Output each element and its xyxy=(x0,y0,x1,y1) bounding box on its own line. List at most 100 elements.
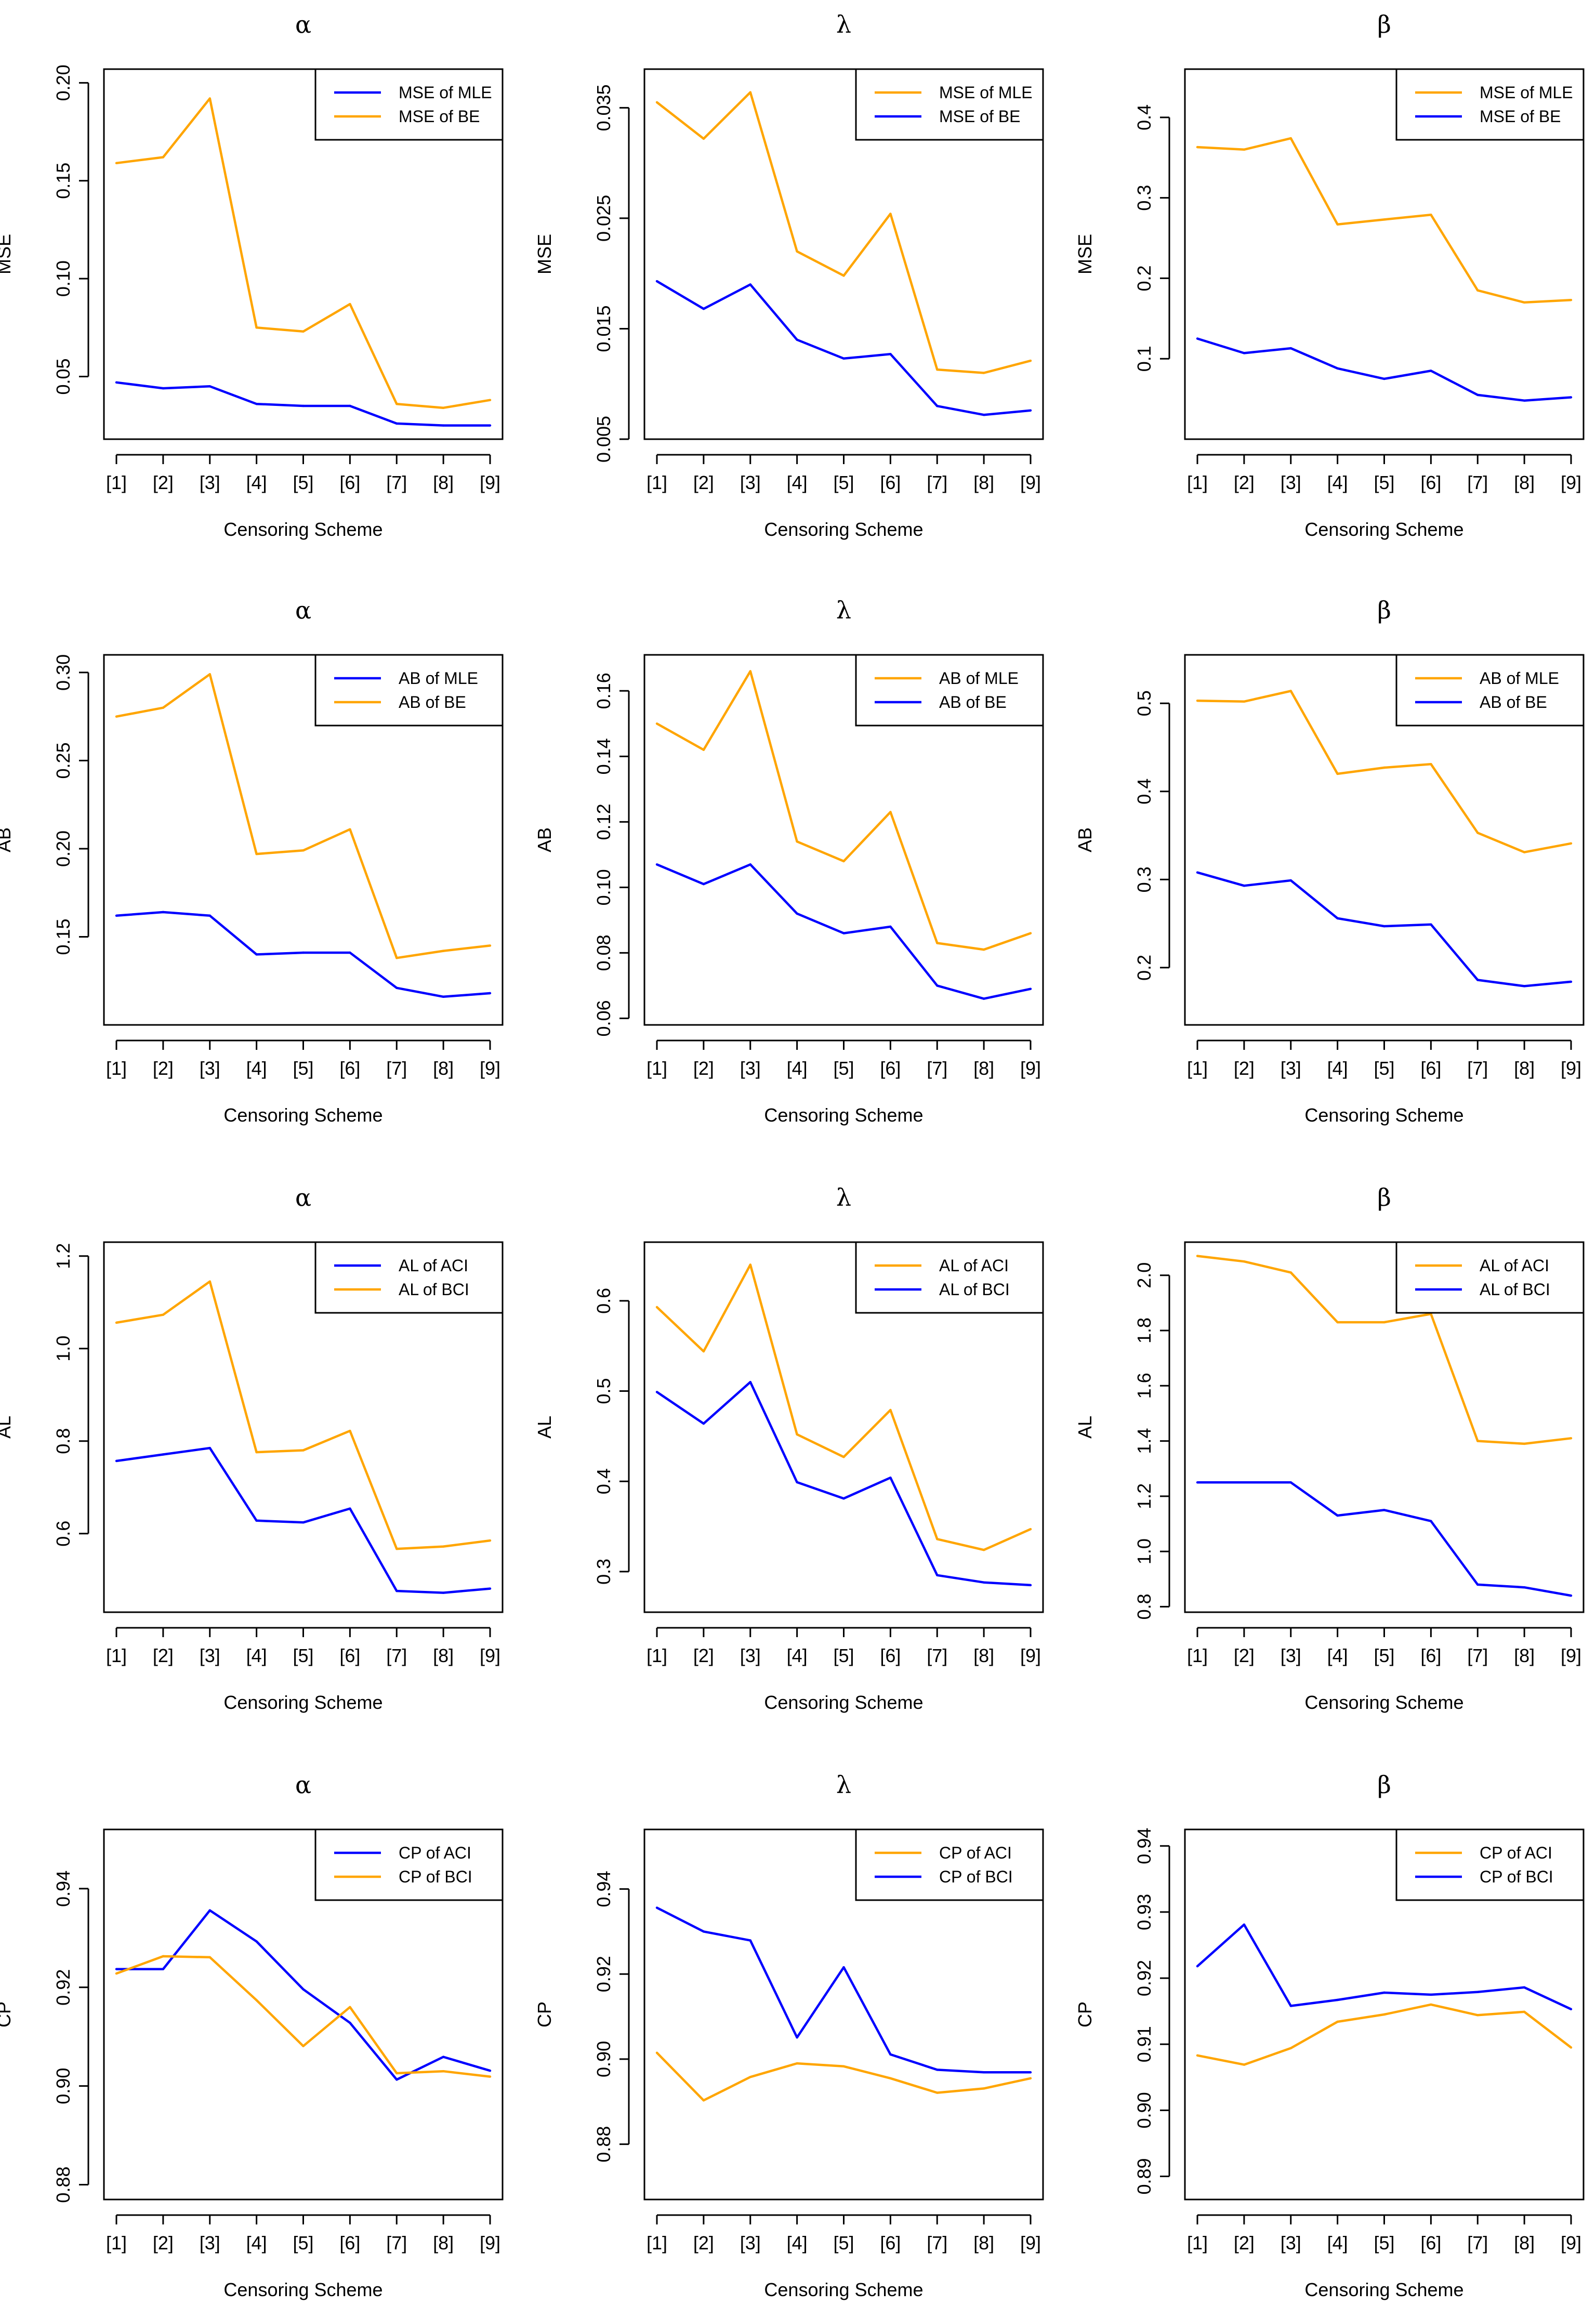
panel-title: β xyxy=(1377,1183,1391,1211)
legend-label: MSE of BE xyxy=(939,107,1021,126)
y-tick-label: 0.10 xyxy=(593,869,614,905)
data-point xyxy=(1523,985,1526,987)
series-line-2 xyxy=(656,280,1031,416)
x-tick-label: [3] xyxy=(200,1645,220,1666)
legend-label: AL of ACI xyxy=(939,1256,1009,1275)
data-point xyxy=(702,1422,705,1425)
chart-panel-1: α [1] [2] [3] [4] [5] [6] [7] [8] [9] Censoring Sc… xyxy=(0,10,504,540)
data-point xyxy=(302,330,305,333)
data-point xyxy=(796,2036,798,2039)
data-point xyxy=(1336,223,1339,226)
x-tick-label: [7] xyxy=(1467,1645,1488,1666)
legend-box xyxy=(314,68,504,141)
y-tick-label: 0.92 xyxy=(52,1969,74,2006)
panel-title: λ xyxy=(836,1771,851,1799)
data-point xyxy=(1476,393,1479,397)
data-point xyxy=(1476,2014,1479,2017)
plot-frame xyxy=(103,1828,504,2201)
series-line-1 xyxy=(656,2052,1031,2102)
x-axis-label: Censoring Scheme xyxy=(223,2279,382,2300)
x-tick-label: [4] xyxy=(787,1645,808,1666)
x-tick-label: [7] xyxy=(927,2232,947,2254)
x-tick-label: [6] xyxy=(880,1645,901,1666)
data-point xyxy=(1336,2020,1339,2023)
y-tick-label: 0.025 xyxy=(593,195,614,242)
legend-label: MSE of MLE xyxy=(939,83,1033,102)
plot-frame xyxy=(643,1241,1044,1613)
legend-box xyxy=(314,1828,504,1901)
data-point xyxy=(115,715,118,718)
data-point xyxy=(115,1459,118,1463)
x-tick-label: [8] xyxy=(973,1058,994,1079)
data-point xyxy=(796,250,798,253)
data-point xyxy=(936,405,939,407)
x-axis-label: Censoring Scheme xyxy=(223,1104,382,1126)
data-point xyxy=(749,2076,752,2078)
data-point xyxy=(749,670,752,673)
x-axis-label: Censoring Scheme xyxy=(223,1692,382,1713)
x-tick-label: [8] xyxy=(1514,472,1535,493)
x-tick-label: [9] xyxy=(480,472,500,493)
data-point xyxy=(442,2070,445,2073)
y-tick-label: 0.92 xyxy=(1133,1960,1155,1996)
y-tick-label: 0.5 xyxy=(593,1378,614,1404)
y-tick-label: 0.10 xyxy=(52,260,74,297)
panel-title: α xyxy=(295,10,311,38)
series-line-2 xyxy=(656,1906,1031,2074)
x-tick-label: [4] xyxy=(787,472,808,493)
data-point xyxy=(655,1306,658,1309)
x-tick-label: [1] xyxy=(647,1058,667,1079)
x-tick-label: [4] xyxy=(246,472,267,493)
data-point xyxy=(442,424,445,427)
data-point xyxy=(162,1968,165,1970)
data-point xyxy=(1029,2071,1032,2074)
x-tick-label: [3] xyxy=(1281,1645,1301,1666)
y-tick-label: 1.0 xyxy=(1133,1538,1155,1564)
data-point xyxy=(749,283,752,286)
legend-label: MSE of MLE xyxy=(1480,83,1573,102)
legend-label: AB of MLE xyxy=(399,669,478,688)
data-point xyxy=(162,1453,165,1456)
legend-label: AB of MLE xyxy=(939,669,1019,688)
data-point xyxy=(1289,1271,1292,1274)
x-tick-label: [7] xyxy=(386,2232,407,2254)
data-point xyxy=(1289,137,1292,140)
data-point xyxy=(1569,396,1573,399)
x-tick-label: [5] xyxy=(293,2232,313,2254)
legend: CP of ACI CP of BCI xyxy=(855,1828,1044,1901)
series-line-2 xyxy=(1196,1923,1572,2010)
series-line-1 xyxy=(116,1909,491,2081)
data-point xyxy=(395,2072,398,2075)
chart-panel-7: α [1] [2] [3] [4] [5] [6] [7] [8] [9] Censoring Sc… xyxy=(0,1183,504,1713)
data-point xyxy=(936,1538,939,1540)
series-line-2 xyxy=(1197,871,1572,987)
y-axis-label: MSE xyxy=(534,234,555,274)
chart-panel-4: α [1] [2] [3] [4] [5] [6] [7] [8] [9] Censoring Sc… xyxy=(0,596,504,1126)
data-point xyxy=(1289,1481,1292,1484)
data-point xyxy=(1243,148,1246,151)
data-point xyxy=(842,860,845,863)
series-line-1 xyxy=(116,381,490,427)
data-point xyxy=(936,368,939,371)
x-tick-label: [2] xyxy=(1234,2232,1255,2254)
x-axis-label: Censoring Scheme xyxy=(764,519,923,540)
chart-panel-2: λ [1] [2] [3] [4] [5] [6] [7] [8] [9] Censoring Sc… xyxy=(534,10,1044,540)
chart-panel-11: λ [1] [2] [3] [4] [5] [6] [7] [8] [9] Censoring Sc… xyxy=(534,1771,1044,2300)
x-tick-label: [6] xyxy=(1420,2232,1441,2254)
data-point xyxy=(936,1574,939,1576)
x-tick-label: [1] xyxy=(647,2232,667,2254)
chart-panel-12: β [1] [2] [3] [4] [5] [6] [7] [8] [9] Censoring Sc… xyxy=(1074,1771,1585,2300)
data-point xyxy=(115,1321,118,1324)
data-point xyxy=(1029,409,1032,412)
x-tick-label: [8] xyxy=(973,1645,994,1666)
data-point xyxy=(796,1481,798,1484)
y-tick-label: 0.05 xyxy=(52,358,74,394)
data-point xyxy=(702,883,705,886)
data-point xyxy=(1029,932,1032,934)
legend: AL of ACI AL of BCI xyxy=(1395,1241,1585,1314)
data-point xyxy=(749,1381,752,1384)
data-point xyxy=(442,995,445,998)
data-point xyxy=(889,213,892,215)
y-axis-label: CP xyxy=(534,2001,555,2027)
x-tick-label: [1] xyxy=(106,472,127,493)
